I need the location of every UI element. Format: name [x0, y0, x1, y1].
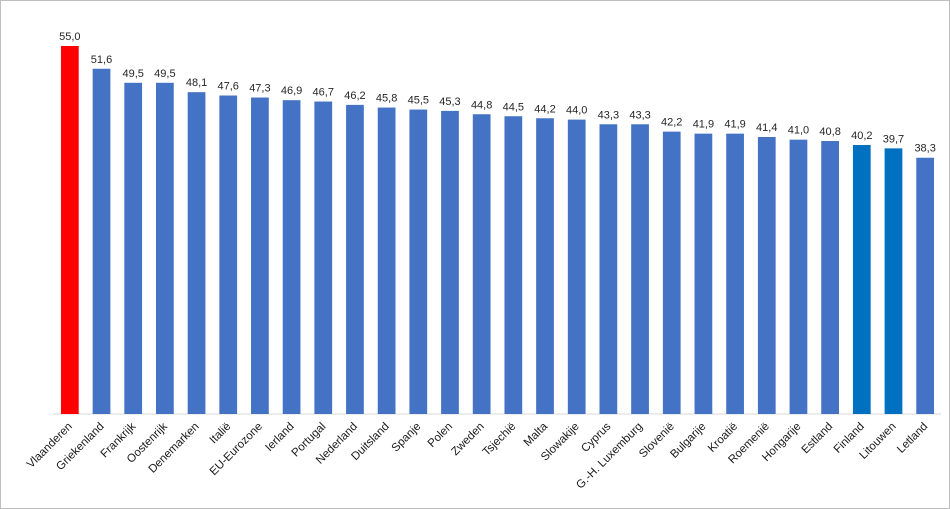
bar — [821, 141, 839, 414]
data-label: 45,8 — [376, 93, 397, 105]
data-label: 46,2 — [344, 90, 365, 102]
bar — [377, 107, 396, 414]
data-label: 43,3 — [629, 109, 650, 121]
data-label: 41,4 — [756, 122, 777, 134]
bar — [156, 82, 174, 415]
bar — [852, 145, 871, 414]
data-label: 46,7 — [313, 87, 334, 99]
bar — [346, 104, 364, 414]
bar — [789, 139, 808, 415]
data-label: 45,3 — [439, 96, 460, 108]
data-label: 47,6 — [218, 81, 239, 93]
data-label: 45,5 — [408, 95, 429, 107]
data-label: 51,6 — [91, 54, 112, 66]
bar — [219, 95, 238, 414]
bar — [92, 68, 111, 414]
bar — [694, 133, 713, 414]
data-label: 40,2 — [851, 130, 872, 142]
x-tick-label: Bulgarije — [668, 421, 708, 461]
data-label: 44,8 — [471, 99, 492, 111]
data-label: 44,5 — [503, 101, 524, 113]
bar — [60, 46, 79, 414]
data-label: 44,0 — [566, 105, 587, 117]
data-label: 40,8 — [819, 126, 840, 138]
data-label: 41,9 — [724, 119, 745, 131]
data-label: 41,9 — [693, 119, 714, 131]
x-tick-label: Tsjechië — [481, 421, 519, 459]
x-tick-label: Italië — [208, 421, 234, 447]
bar — [726, 133, 744, 414]
x-tick-label: Spanje — [390, 421, 424, 455]
x-tick-label: Estland — [800, 421, 836, 457]
data-label: 49,5 — [154, 68, 175, 80]
bar — [884, 148, 903, 414]
data-label: 48,1 — [186, 77, 207, 89]
x-tick-label: Letland — [895, 421, 930, 456]
data-label: 47,3 — [249, 83, 270, 95]
bar — [916, 157, 935, 415]
bar — [441, 110, 459, 415]
x-tick-label: Malta — [522, 420, 551, 449]
bar — [599, 124, 618, 414]
bar — [631, 124, 649, 414]
bar — [124, 82, 143, 415]
data-label: 49,5 — [122, 68, 143, 80]
data-label: 38,3 — [914, 143, 935, 155]
bar — [567, 119, 586, 414]
data-label: 41,0 — [788, 125, 809, 137]
data-label: 42,2 — [661, 117, 682, 129]
x-tick-label: Polen — [426, 421, 455, 450]
bar — [472, 114, 491, 414]
bar — [757, 137, 776, 414]
data-label: 46,9 — [281, 85, 302, 97]
data-label: 43,3 — [598, 109, 619, 121]
bar — [314, 101, 333, 414]
data-label: 55,0 — [59, 31, 80, 43]
bar — [187, 92, 206, 415]
bar — [282, 100, 301, 414]
bar — [251, 97, 269, 415]
bar — [662, 131, 681, 414]
data-label: 39,7 — [883, 133, 904, 145]
bar — [536, 118, 554, 414]
x-tick-label: Zweden — [449, 421, 486, 458]
bar — [504, 116, 523, 414]
bar — [409, 109, 428, 414]
data-label: 44,2 — [534, 103, 555, 115]
